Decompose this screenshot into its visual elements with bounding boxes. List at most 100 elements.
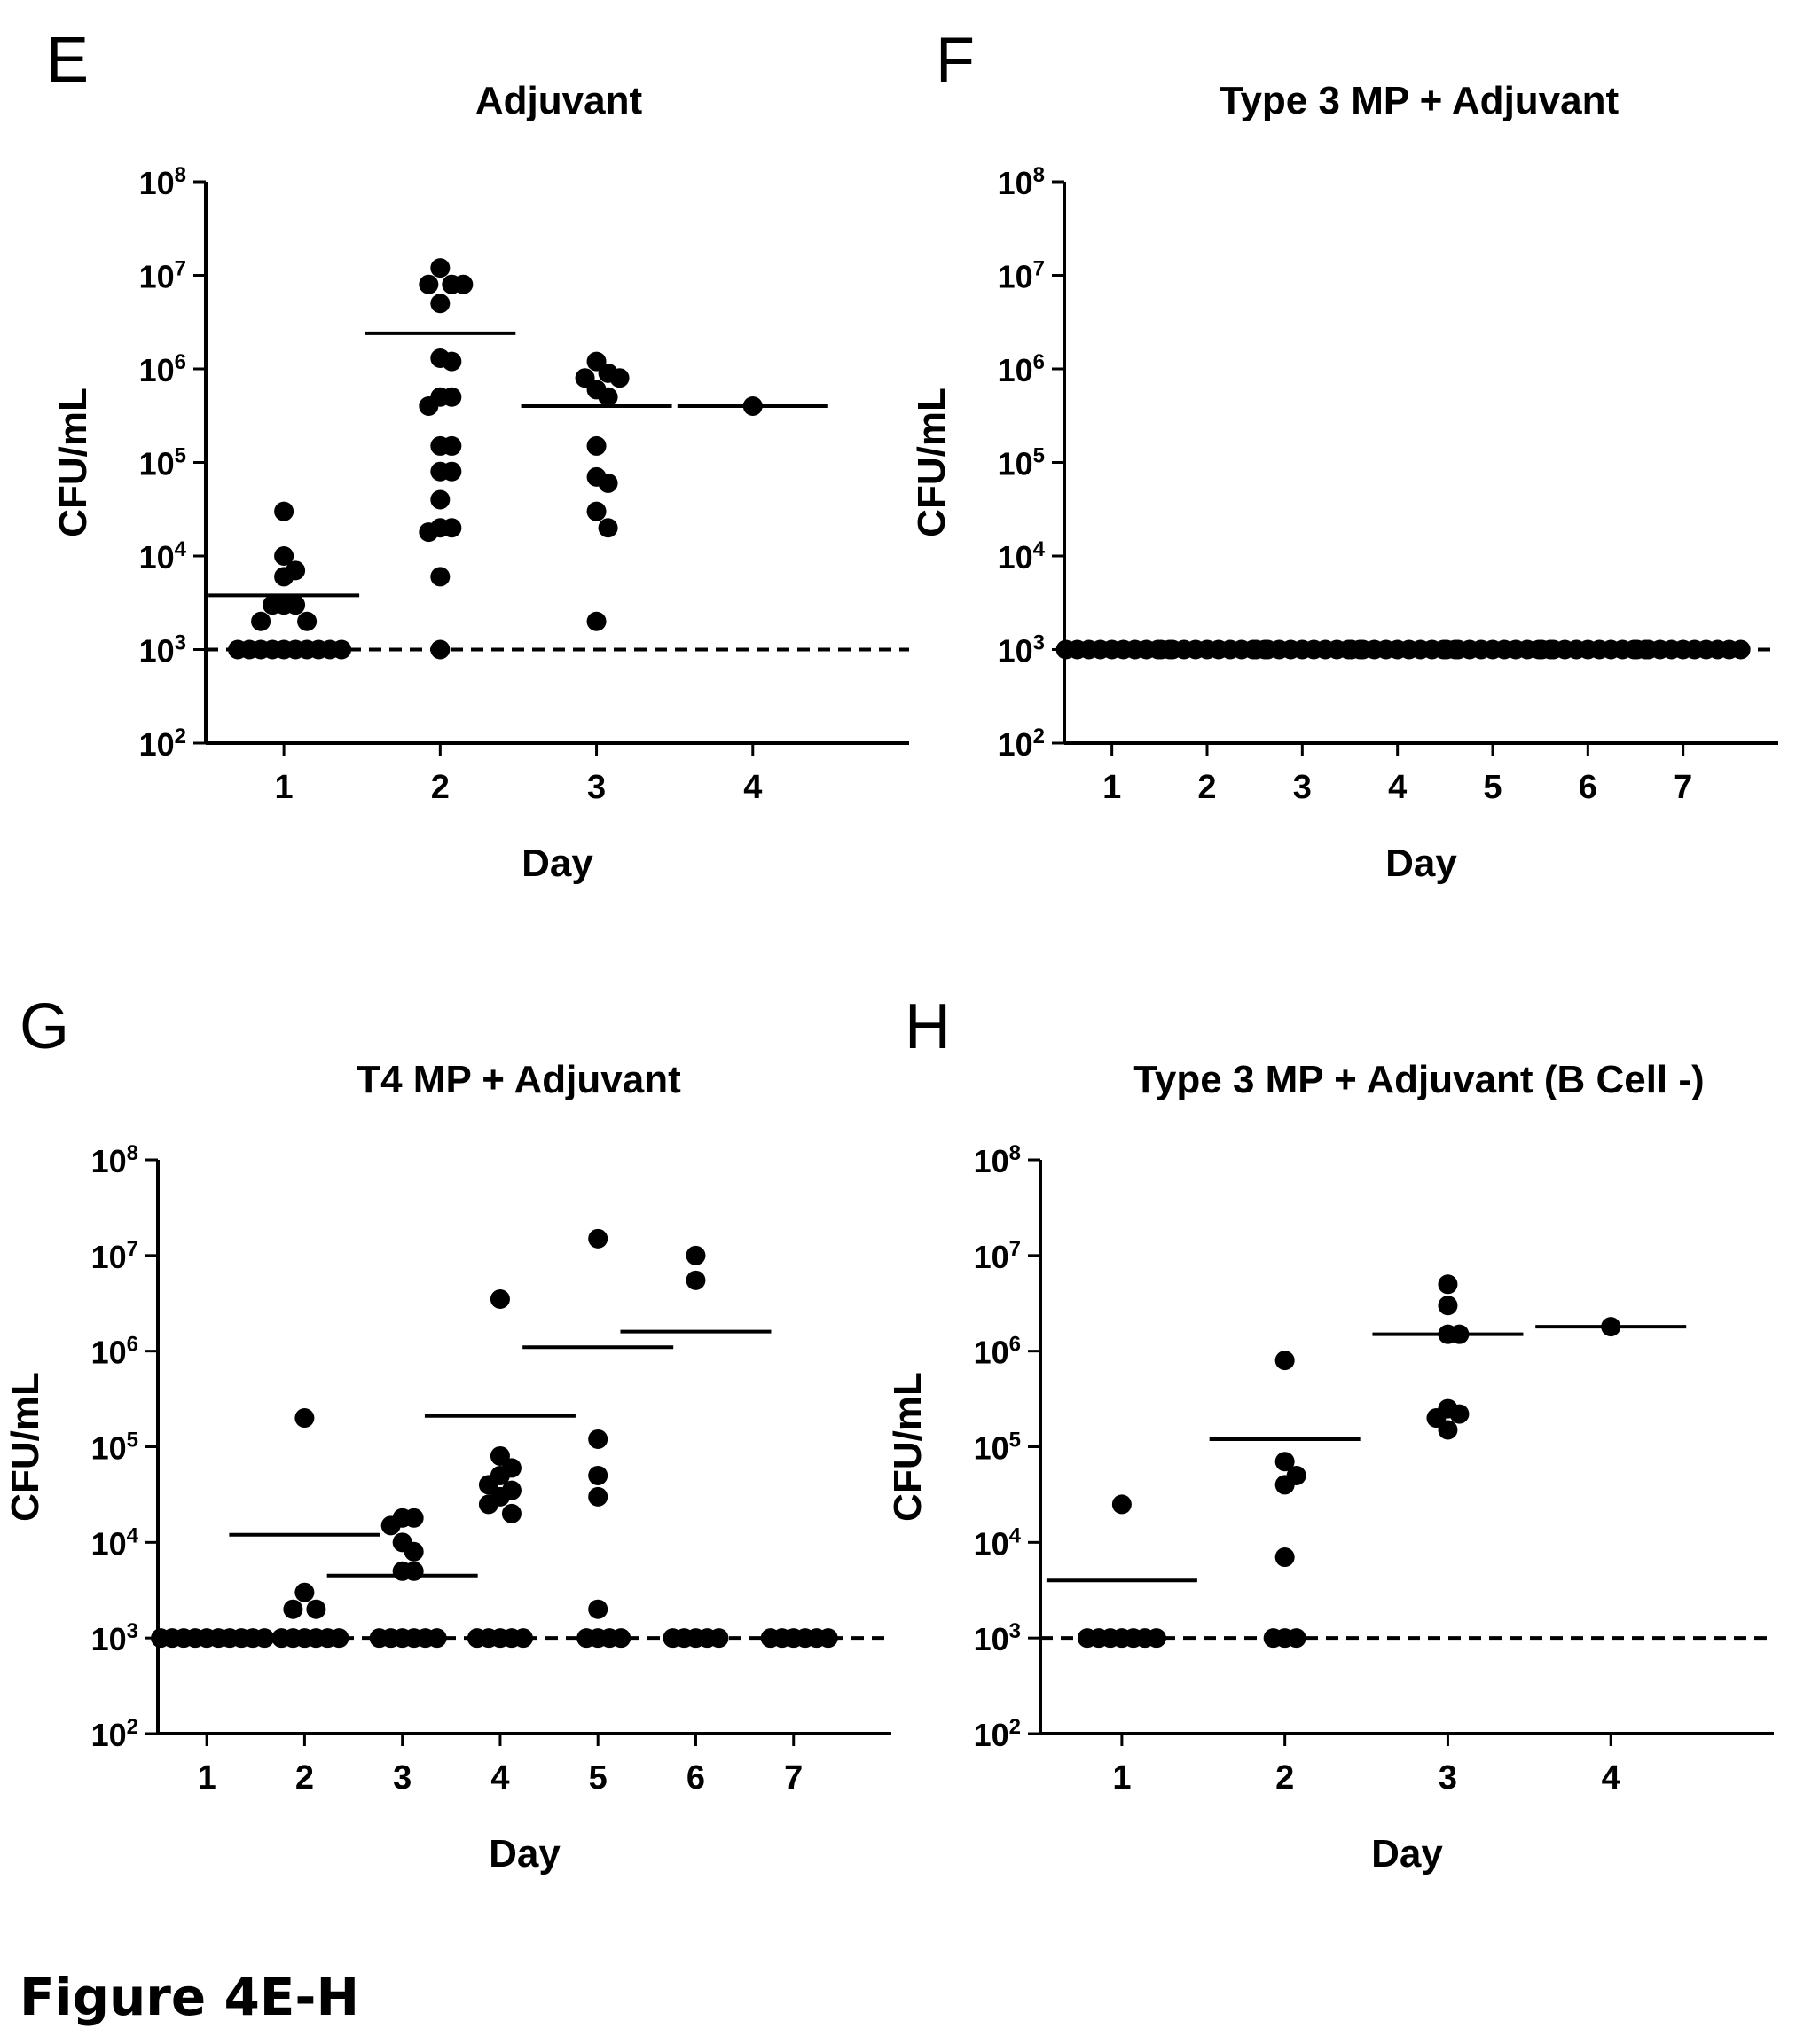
- data-point: [1146, 1628, 1166, 1649]
- data-point: [430, 258, 451, 278]
- data-point: [1274, 1547, 1295, 1568]
- data-point: [686, 1245, 706, 1265]
- data-point: [586, 435, 607, 456]
- data-point: [1274, 1475, 1295, 1495]
- data-point: [1274, 1452, 1295, 1472]
- data-point: [427, 1628, 447, 1649]
- y-tick-label: 103: [91, 1619, 138, 1657]
- data-point: [467, 1628, 487, 1649]
- x-tick-label: 3: [1439, 1759, 1457, 1797]
- data-point: [442, 435, 462, 456]
- y-tick-label: 107: [974, 1237, 1021, 1275]
- data-point: [419, 522, 439, 543]
- data-point: [263, 595, 283, 615]
- x-tick-label: 4: [743, 769, 762, 806]
- data-point: [430, 639, 451, 660]
- data-point: [1438, 1274, 1458, 1295]
- y-tick-label: 103: [139, 631, 186, 670]
- y-axis-label: CFU/mL: [51, 388, 95, 537]
- y-tick-label: 104: [139, 537, 187, 576]
- y-axis-label: CFU/mL: [4, 1372, 47, 1522]
- y-tick-label: 108: [998, 163, 1045, 201]
- data-point: [453, 274, 474, 294]
- panel-letter: G: [20, 991, 69, 1062]
- data-point: [588, 1465, 608, 1485]
- data-point: [513, 1628, 533, 1649]
- data-point: [598, 473, 618, 493]
- data-point: [1246, 639, 1267, 660]
- x-tick-label: 2: [1197, 769, 1216, 806]
- data-point: [1438, 1420, 1458, 1440]
- y-tick-label: 102: [91, 1715, 138, 1753]
- data-point: [490, 1288, 510, 1309]
- x-tick-label: 4: [1602, 1759, 1620, 1797]
- data-point: [274, 567, 294, 587]
- y-tick-label: 107: [91, 1237, 138, 1275]
- data-point: [419, 274, 439, 294]
- x-tick-label: 1: [275, 769, 294, 806]
- x-axis-label: Day: [489, 1832, 561, 1876]
- data-point: [588, 1429, 608, 1449]
- panel-letter: H: [905, 991, 951, 1062]
- chart-title: Type 3 MP + Adjuvant (B Cell -): [1133, 1058, 1704, 1101]
- x-tick-label: 6: [686, 1759, 705, 1797]
- data-point: [442, 387, 462, 407]
- y-tick-label: 102: [998, 724, 1045, 763]
- data-point: [1055, 639, 1076, 660]
- panel-letter: E: [46, 25, 89, 96]
- y-tick-label: 102: [974, 1715, 1021, 1753]
- data-point: [404, 1508, 424, 1528]
- y-tick-label: 104: [998, 537, 1046, 576]
- panel-f: F Type 3 MP + Adjuvant 102 103 104 105 106 107 1…: [910, 25, 1778, 885]
- data-point: [663, 1628, 683, 1649]
- data-point: [404, 1561, 424, 1581]
- data-point: [1627, 639, 1647, 660]
- y-tick-label: 108: [974, 1141, 1021, 1179]
- x-tick-label: 1: [198, 1759, 216, 1797]
- y-tick-label: 107: [139, 257, 186, 295]
- data-point: [1111, 1494, 1132, 1515]
- data-point: [283, 1599, 303, 1619]
- data-point: [598, 518, 618, 538]
- data-point: [1449, 1404, 1470, 1424]
- data-point: [430, 294, 451, 314]
- y-tick-label: 102: [139, 724, 186, 763]
- x-axis-label: Day: [1385, 842, 1457, 885]
- y-tick-label: 104: [91, 1523, 139, 1562]
- data-point: [1274, 1351, 1295, 1371]
- data-point: [419, 395, 439, 416]
- data-point: [478, 1494, 498, 1515]
- x-tick-label: 1: [1102, 769, 1121, 806]
- y-tick-label: 106: [974, 1333, 1021, 1371]
- data-point: [1263, 1628, 1283, 1649]
- y-tick-label: 104: [974, 1523, 1022, 1562]
- data-point: [586, 611, 607, 631]
- data-point: [442, 461, 462, 482]
- data-point: [760, 1628, 780, 1649]
- y-tick-label: 108: [91, 1141, 138, 1179]
- y-tick-label: 105: [91, 1429, 138, 1467]
- x-tick-label: 3: [1293, 769, 1312, 806]
- data-point: [332, 639, 352, 660]
- x-tick-label: 3: [587, 769, 606, 806]
- data-point: [611, 1628, 631, 1649]
- data-point: [1437, 639, 1456, 660]
- x-tick-label: 5: [589, 1759, 608, 1797]
- data-point: [271, 1628, 292, 1649]
- y-tick-label: 107: [998, 257, 1045, 295]
- data-point: [588, 1228, 608, 1249]
- panel-letter: F: [936, 25, 975, 96]
- x-axis-label: Day: [1371, 1832, 1443, 1876]
- data-point: [1151, 639, 1171, 660]
- chart-title: T4 MP + Adjuvant: [357, 1058, 681, 1101]
- chart-title: Type 3 MP + Adjuvant: [1220, 79, 1620, 122]
- data-point: [430, 567, 451, 587]
- x-tick-label: 4: [490, 1759, 509, 1797]
- data-point: [1730, 639, 1751, 660]
- y-tick-label: 103: [974, 1619, 1021, 1657]
- panel-h: H Type 3 MP + Adjuvant (B Cell -) 102 103 10…: [886, 991, 1774, 1876]
- y-tick-label: 106: [139, 350, 186, 388]
- data-point: [430, 489, 451, 510]
- data-point: [380, 1515, 401, 1536]
- data-point: [274, 501, 294, 521]
